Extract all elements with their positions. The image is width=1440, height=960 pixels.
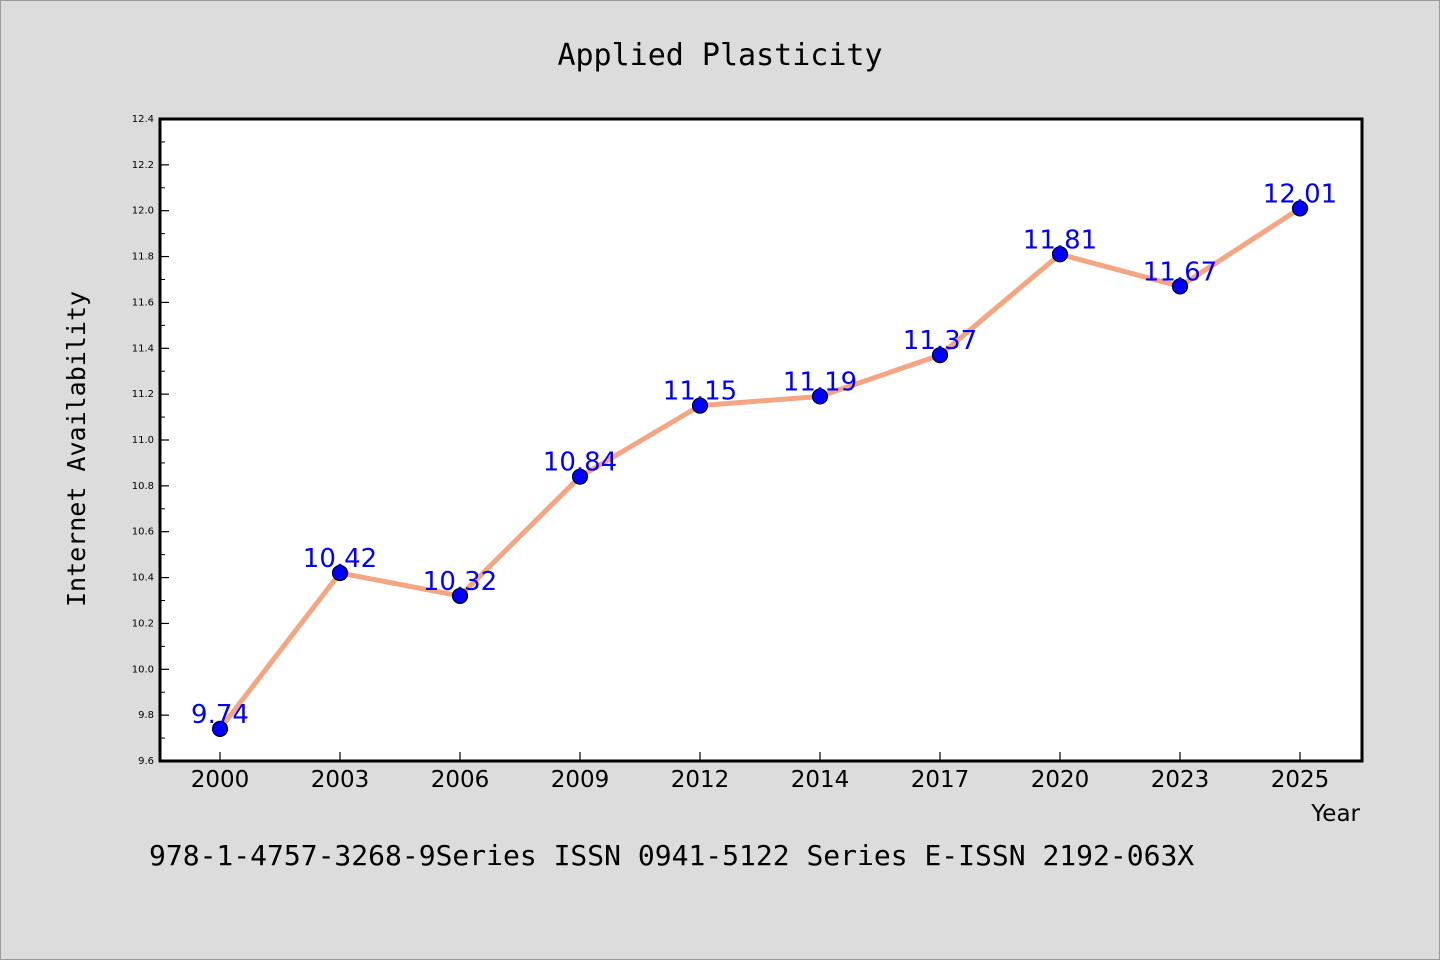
- x-tick-label: 2003: [311, 767, 370, 793]
- caption: 978-1-4757-3268-9Series ISSN 0941-5122 S…: [149, 839, 1194, 872]
- data-label: 11.19: [783, 367, 857, 397]
- data-point: [1171, 278, 1189, 295]
- y-tick-label: 11.2: [132, 389, 154, 400]
- data-point: [331, 564, 349, 582]
- y-tick-label: 9.6: [138, 756, 154, 767]
- y-tick-label: 10.4: [132, 573, 154, 584]
- y-tick-label: 10.0: [132, 664, 154, 675]
- x-tick-label: 2006: [431, 767, 490, 793]
- chart-title: Applied Plasticity: [557, 38, 882, 73]
- data-label: 11.67: [1143, 257, 1217, 287]
- data-label: 10.84: [543, 448, 617, 478]
- y-tick-label: 11.4: [132, 343, 154, 354]
- x-tick-label: 2009: [551, 767, 610, 793]
- data-point: [451, 587, 469, 605]
- x-tick-label: 2000: [191, 767, 250, 793]
- data-point: [811, 388, 829, 405]
- data-label: 12.01: [1263, 179, 1337, 209]
- y-tick-label: 11.8: [132, 252, 154, 263]
- y-tick-label: 12.2: [132, 160, 154, 171]
- y-tick-label: 12.0: [132, 206, 154, 217]
- x-axis-label: Year: [1310, 801, 1360, 827]
- data-point: [1291, 200, 1309, 217]
- y-tick-label: 10.8: [132, 481, 154, 492]
- y-axis-label: Internet Availability: [62, 291, 91, 607]
- data-label: 11.15: [663, 377, 737, 407]
- series-line: [217, 205, 1303, 732]
- y-tick-label: 9.8: [138, 710, 154, 721]
- x-tick-label: 2025: [1271, 767, 1330, 793]
- x-tick-label: 2020: [1031, 767, 1090, 793]
- data-labels: 9.74 10.42 10.32 10.84 11.15 11.19 11.37 11.81 1…: [191, 179, 1337, 729]
- data-point: [571, 468, 589, 485]
- data-label: 10.42: [303, 544, 377, 574]
- y-tick-label: 10.6: [132, 527, 154, 538]
- data-point: [691, 397, 709, 414]
- data-label: 10.32: [423, 567, 497, 597]
- y-tick-label: 10.2: [132, 618, 154, 629]
- data-point: [931, 347, 949, 364]
- x-tick-label: 2012: [671, 767, 730, 793]
- x-axis: 2000 2003 2006 2009 2012 2014 2017 2020 2023 2025: [191, 752, 1330, 793]
- x-tick-label: 2014: [791, 767, 850, 793]
- series-line-group: [211, 200, 1309, 738]
- data-point: [211, 720, 229, 738]
- data-point: [1051, 246, 1069, 263]
- x-tick-label: 2017: [911, 767, 970, 793]
- y-tick-label: 11.0: [132, 435, 154, 446]
- data-label: 11.81: [1023, 225, 1097, 255]
- plot-area: [158, 117, 1364, 763]
- y-tick-label: 12.4: [132, 114, 154, 125]
- data-label: 11.37: [903, 326, 977, 356]
- x-tick-label: 2023: [1151, 767, 1210, 793]
- y-tick-label: 11.6: [132, 297, 154, 308]
- data-label: 9.74: [191, 700, 249, 730]
- y-axis: 9.6 9.8 10.0 10.2 10.4 10.6 10.8 11.0 11.2 11.4 11…: [132, 114, 169, 767]
